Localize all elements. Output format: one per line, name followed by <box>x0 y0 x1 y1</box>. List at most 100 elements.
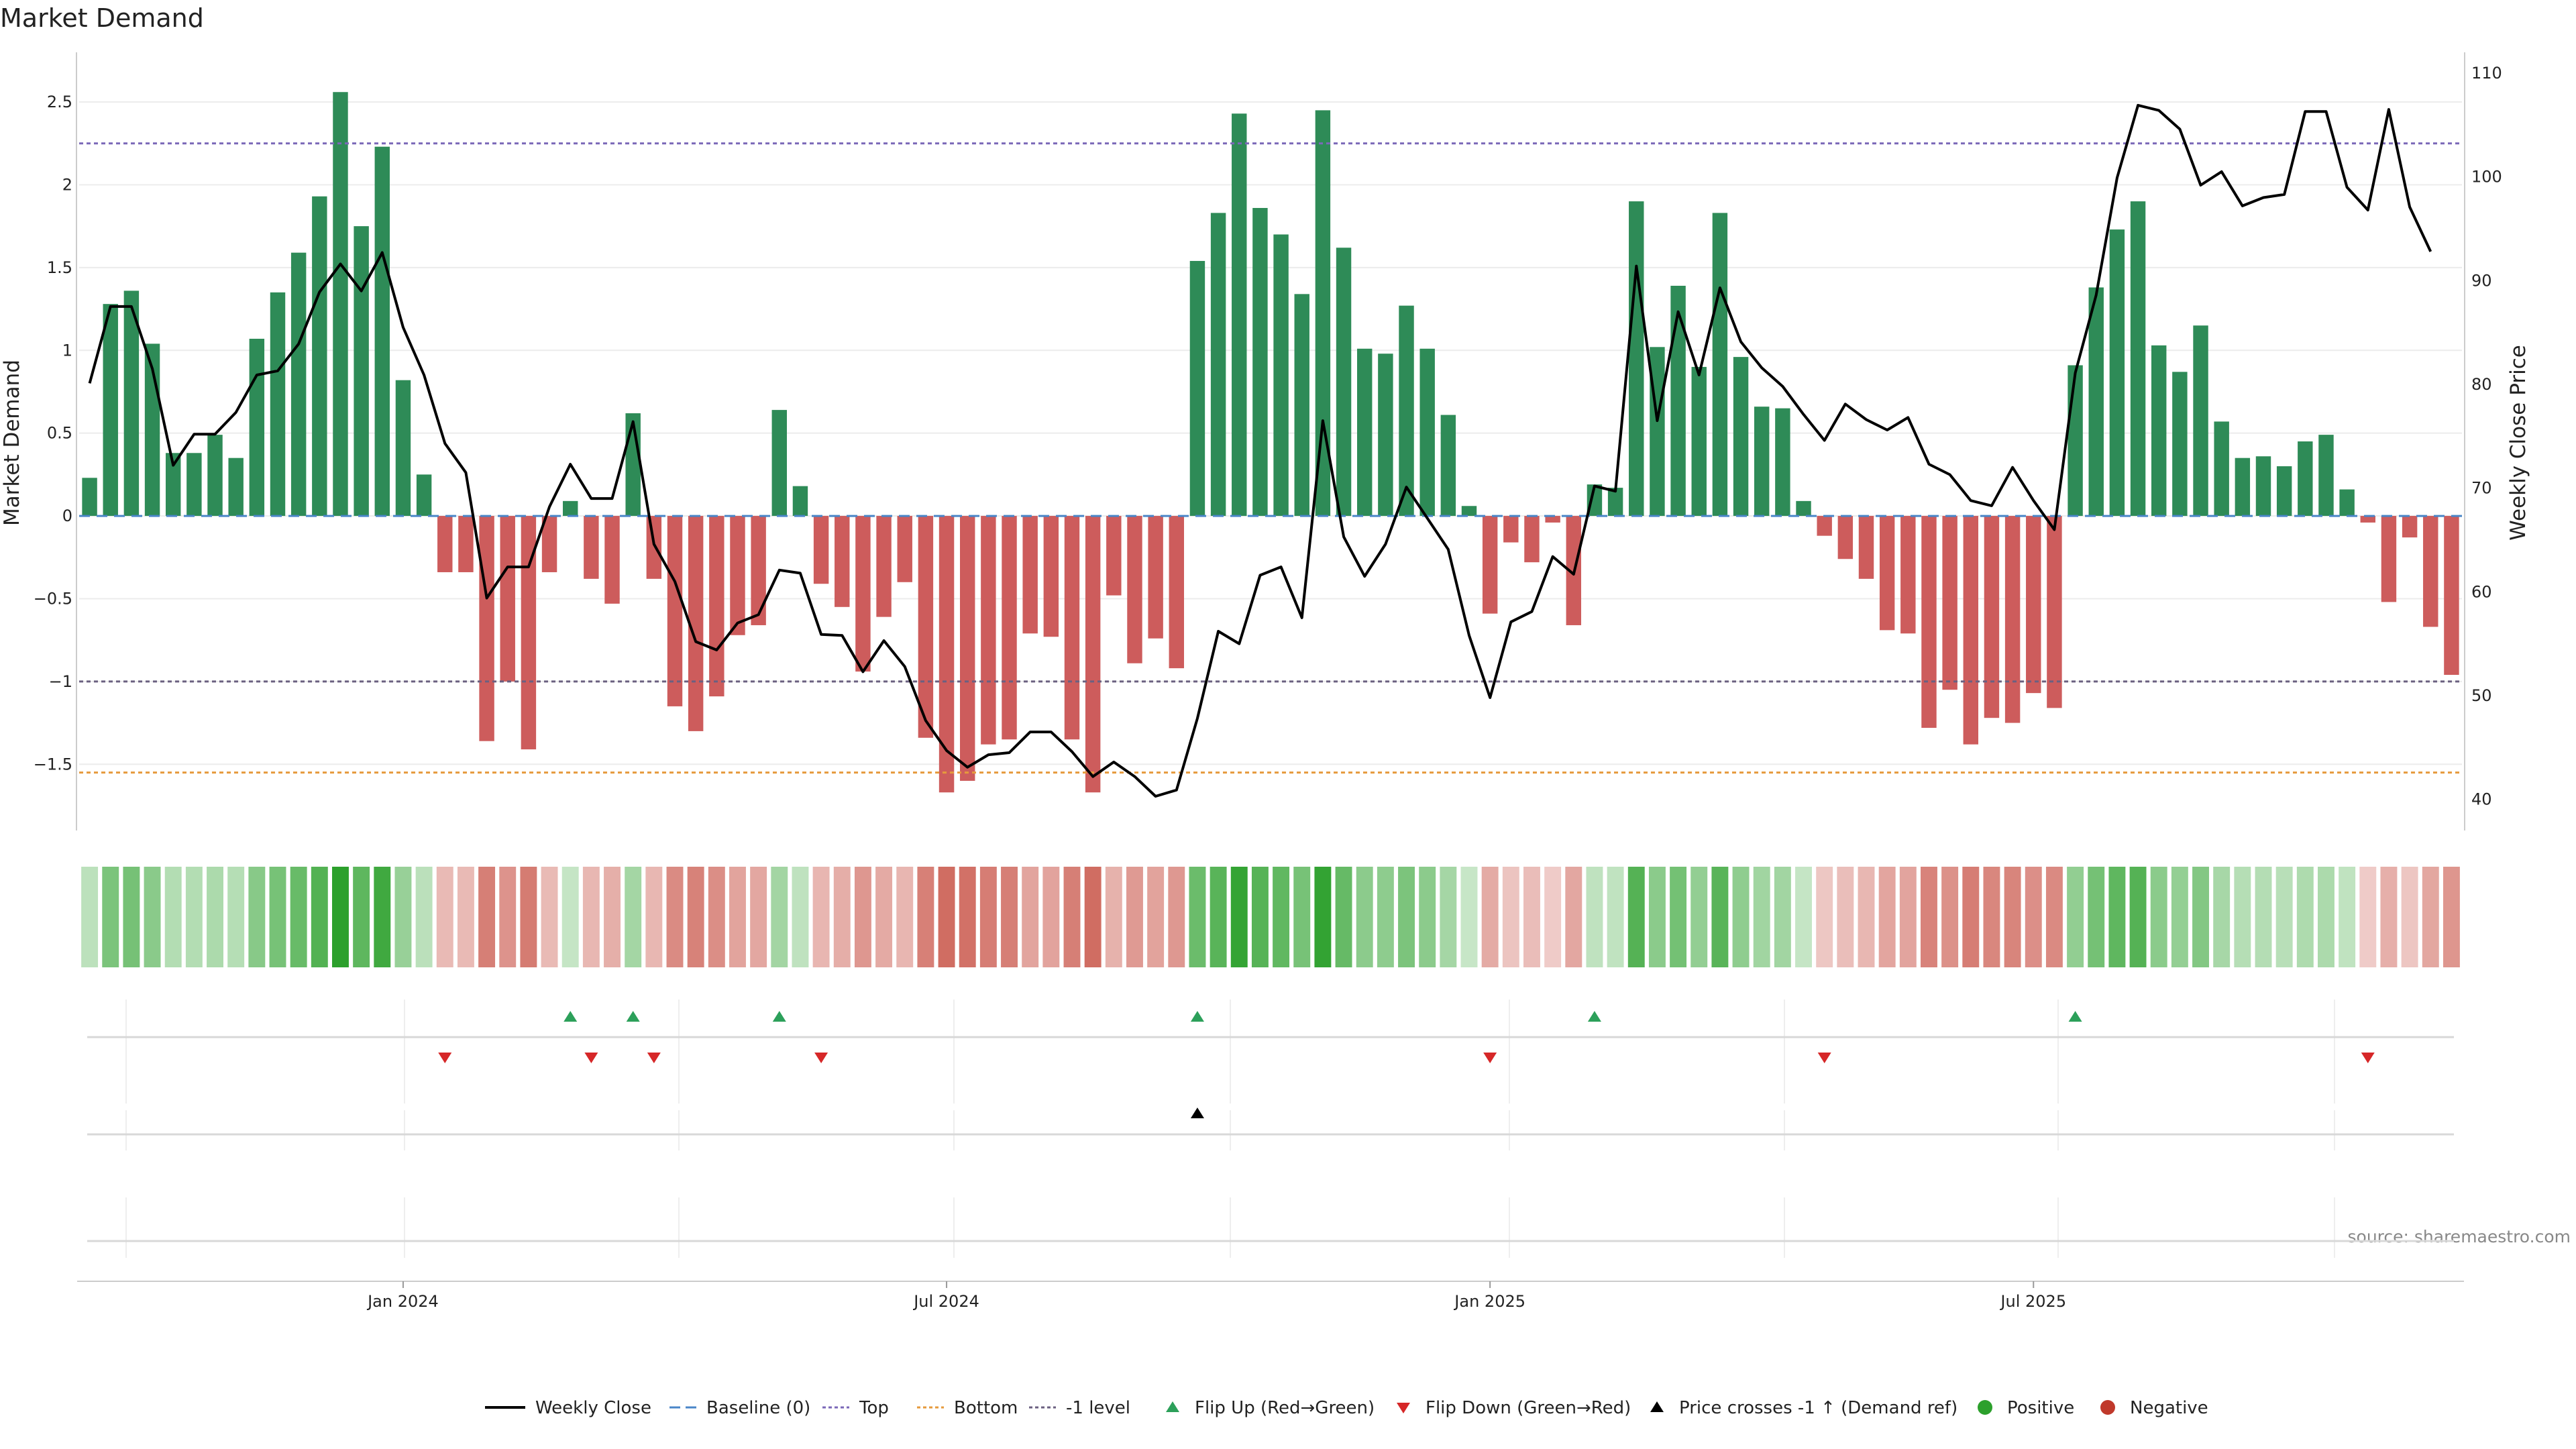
heat-cell <box>269 867 286 967</box>
heat-cell <box>1063 867 1081 967</box>
heat-cell <box>1314 867 1332 967</box>
positive-bar <box>1294 294 1309 517</box>
positive-bar <box>1315 110 1331 517</box>
positive-bar <box>562 500 578 517</box>
flip-down-marker <box>438 1053 452 1063</box>
heat-cell <box>1398 867 1415 967</box>
positive-bar <box>2235 458 2251 517</box>
x-tick-label: Jul 2024 <box>912 1292 979 1311</box>
heat-cell <box>1544 867 1562 967</box>
heat-cell <box>1732 867 1750 967</box>
gridlines <box>79 101 2462 765</box>
negative-bar <box>709 516 724 697</box>
heat-cell <box>2004 867 2021 967</box>
positive-bar <box>2068 365 2083 517</box>
y-tick-left: −1 <box>49 672 72 691</box>
negative-bar <box>2026 516 2041 694</box>
negative-bar <box>876 516 892 617</box>
heat-cell <box>1460 867 1478 967</box>
negative-bar <box>1503 516 1519 543</box>
heat-cell <box>1816 867 1833 967</box>
positive-bar <box>333 92 348 517</box>
heat-cell <box>102 867 119 967</box>
heat-cell <box>2443 867 2460 967</box>
y-tick-right: 80 <box>2471 375 2492 394</box>
heat-cell <box>520 867 537 967</box>
legend-label: Baseline (0) <box>706 1398 810 1418</box>
heat-cell <box>1962 867 1980 967</box>
positive-bar <box>2276 466 2292 517</box>
positive-bar <box>1775 408 1790 517</box>
heat-cell <box>123 867 140 967</box>
negative-bar <box>688 516 704 731</box>
heat-cell <box>708 867 725 967</box>
heat-cell <box>2296 867 2314 967</box>
heat-cell <box>2275 867 2293 967</box>
heat-cell <box>1795 867 1812 967</box>
heat-cell <box>896 867 914 967</box>
heat-cell <box>1565 867 1582 967</box>
positive-bar <box>2255 456 2271 517</box>
heat-cell <box>1022 867 1039 967</box>
heat-cell <box>959 867 976 967</box>
y-tick-left: −1.5 <box>34 755 72 773</box>
positive-bar <box>123 290 140 517</box>
positive-bar <box>1670 286 1686 517</box>
heat-cell <box>750 867 767 967</box>
y-axis-left-title: Market Demand <box>0 360 24 526</box>
heat-cell <box>625 867 642 967</box>
positive-bar <box>1356 348 1373 517</box>
heat-cell <box>875 867 893 967</box>
heat-cell <box>353 867 370 967</box>
flip-down-marker <box>814 1053 828 1063</box>
positive-bar <box>2318 435 2334 517</box>
positive-bar <box>1232 113 1247 517</box>
legend-label: Positive <box>2007 1398 2074 1418</box>
heat-cell <box>185 867 203 967</box>
positive-bar <box>2151 345 2167 517</box>
flip-down-marker <box>647 1053 661 1063</box>
heat-cell <box>854 867 871 967</box>
negative-bar <box>1482 516 1498 614</box>
negative-bar <box>479 516 494 741</box>
negative-bar <box>2423 516 2438 627</box>
negative-bar <box>1127 516 1142 663</box>
demand-heat-strip <box>81 867 2460 967</box>
demand-bars <box>82 92 2459 793</box>
heat-cell <box>1147 867 1165 967</box>
negative-bar <box>1064 516 1080 740</box>
flip-down-marker <box>584 1053 598 1063</box>
y-tick-left: 1 <box>62 341 72 360</box>
heat-cell <box>645 867 663 967</box>
positive-bar <box>2339 489 2355 517</box>
positive-bar <box>2088 287 2104 517</box>
heat-cell <box>833 867 851 967</box>
heat-cell <box>1941 867 1959 967</box>
negative-bar <box>1169 516 1185 669</box>
negative-bar <box>730 516 745 635</box>
negative-bar <box>667 516 683 706</box>
legend-label: Price crosses -1 ↑ (Demand ref) <box>1679 1398 1957 1418</box>
heat-cell <box>2339 867 2356 967</box>
heat-cell <box>1921 867 1937 967</box>
flip-up-marker <box>772 1011 786 1022</box>
heat-cell <box>917 867 934 967</box>
heat-cell <box>227 867 245 967</box>
positive-bar <box>792 486 808 517</box>
heat-cell <box>2318 867 2334 967</box>
price-line-group <box>88 103 2432 798</box>
positive-bar <box>1336 248 1352 517</box>
legend-label: Top <box>859 1398 889 1418</box>
heat-cell <box>2067 867 2084 967</box>
positive-bar <box>186 453 202 517</box>
positive-bar <box>2130 201 2146 517</box>
legend-label: Negative <box>2130 1398 2208 1418</box>
x-tick-label: Jan 2025 <box>1453 1292 1525 1311</box>
heat-cell <box>1690 867 1708 967</box>
y-tick-left: 2 <box>62 175 72 194</box>
signal-panels <box>87 1000 2454 1258</box>
heat-cell <box>499 867 517 967</box>
x-tick-label: Jul 2025 <box>1999 1292 2066 1311</box>
negative-bar <box>1106 516 1122 596</box>
